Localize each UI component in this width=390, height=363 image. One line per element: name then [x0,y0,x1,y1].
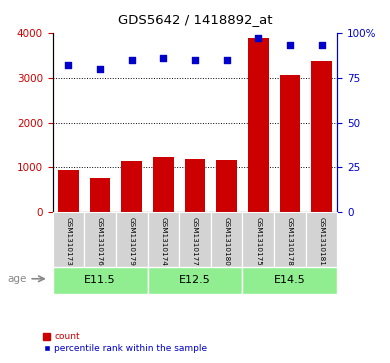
Legend: count, percentile rank within the sample: count, percentile rank within the sample [40,329,211,357]
Bar [280,75,300,212]
Text: GSM1310178: GSM1310178 [287,217,293,266]
Bar [243,212,274,269]
Point [318,42,324,48]
Bar [243,267,337,294]
Bar [147,212,179,269]
Bar [121,161,142,212]
Bar [53,267,147,294]
Point [129,57,135,62]
Bar [216,160,237,212]
Bar [58,170,79,212]
Text: E14.5: E14.5 [274,276,306,285]
Bar [53,212,84,269]
Point [160,55,167,61]
Text: E11.5: E11.5 [84,276,116,285]
Text: GSM1310173: GSM1310173 [66,217,71,266]
Text: GSM1310176: GSM1310176 [97,217,103,266]
Bar [185,159,205,212]
Point [192,57,198,62]
Bar [84,212,116,269]
Text: age: age [8,274,27,284]
Text: GSM1310174: GSM1310174 [160,217,167,266]
Bar [311,61,332,212]
Bar [248,38,269,212]
Text: GSM1310179: GSM1310179 [129,217,135,266]
Point [255,35,261,41]
Text: GSM1310175: GSM1310175 [255,217,261,266]
Text: GSM1310181: GSM1310181 [319,217,324,266]
Point [97,66,103,72]
Bar [116,212,147,269]
Point [287,42,293,48]
Bar [306,212,337,269]
Text: GSM1310177: GSM1310177 [192,217,198,266]
Point [223,57,230,62]
Text: GSM1310180: GSM1310180 [223,217,230,266]
Bar [153,157,174,212]
Bar [211,212,243,269]
Bar [274,212,306,269]
Text: E12.5: E12.5 [179,276,211,285]
Text: GDS5642 / 1418892_at: GDS5642 / 1418892_at [118,13,272,26]
Bar [90,178,110,212]
Bar [179,212,211,269]
Bar [147,267,243,294]
Point [66,62,72,68]
